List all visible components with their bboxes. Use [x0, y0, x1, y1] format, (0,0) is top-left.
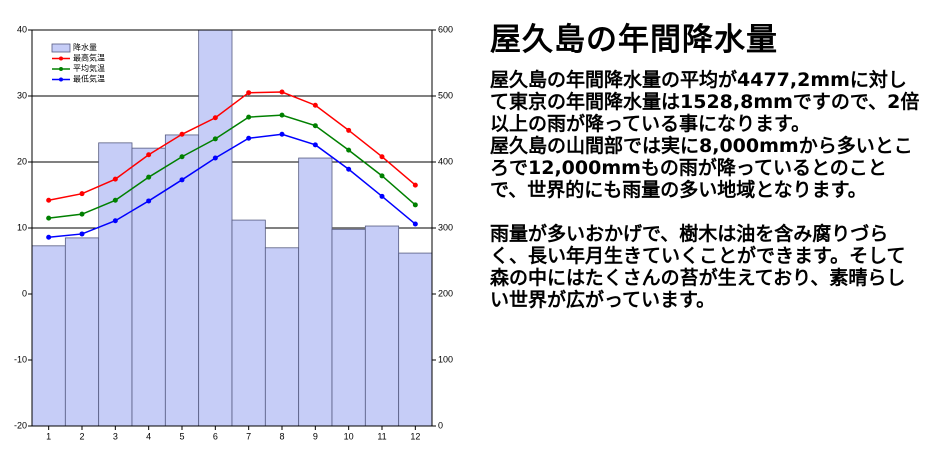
legend-swatch	[59, 77, 63, 82]
point	[379, 173, 385, 179]
bar	[298, 157, 333, 426]
x-tick-label: 3	[113, 431, 118, 441]
y2-tick-label: 300	[438, 222, 453, 232]
y-tick-label: -20	[14, 420, 27, 430]
x-tick-label: 2	[79, 431, 84, 441]
bar	[98, 142, 133, 426]
y-tick-label: -10	[14, 354, 27, 364]
y-tick-label: 0	[22, 288, 27, 298]
bar	[364, 225, 400, 426]
y-tick-label: 10	[17, 222, 27, 232]
point	[279, 112, 285, 118]
x-tick-label: 10	[344, 431, 354, 441]
point	[212, 155, 218, 161]
point	[46, 197, 52, 203]
y2-tick-label: 100	[438, 354, 453, 364]
point	[246, 135, 252, 141]
point	[79, 191, 85, 197]
bar	[198, 30, 233, 426]
y-tick-label: 40	[17, 24, 27, 34]
point	[246, 90, 252, 96]
point	[212, 136, 218, 142]
point	[279, 131, 285, 137]
y-tick-label: 20	[17, 156, 27, 166]
bar	[231, 219, 266, 426]
point	[279, 89, 285, 95]
point	[346, 147, 352, 153]
y2-tick-label: 500	[438, 90, 453, 100]
point	[179, 131, 185, 137]
point	[379, 154, 385, 160]
point	[146, 198, 152, 204]
bar	[264, 247, 300, 426]
point	[412, 202, 418, 208]
y2-tick-label: 400	[438, 156, 453, 166]
plot-frame	[31, 29, 433, 427]
point	[179, 154, 185, 160]
paragraph: 屋久島の年間降水量の平均が4477,2mmに対して東京の年間降水量は1528,8…	[490, 69, 920, 135]
bar	[164, 134, 200, 426]
x-tick-label: 8	[279, 431, 284, 441]
legend-label: 最高気温	[73, 53, 105, 63]
point	[312, 102, 318, 108]
line	[48, 114, 416, 219]
point	[46, 215, 52, 221]
point	[312, 123, 318, 129]
point	[79, 231, 85, 237]
heading: 屋久島の年間降水量	[490, 22, 778, 58]
point	[79, 211, 85, 217]
description: 屋久島の年間降水量 屋久島の年間降水量の平均が4477,2mmに対して東京の年間…	[490, 14, 920, 311]
x-tick-label: 6	[213, 431, 218, 441]
plot-content	[32, 30, 432, 426]
point	[112, 197, 118, 203]
x-tick-label: 4	[146, 431, 151, 441]
legend-swatch	[59, 67, 63, 71]
x-tick-label: 7	[246, 431, 251, 441]
legend-label: 降水量	[73, 42, 97, 52]
paragraph: 雨量が多いおかげで、樹木は油を含み腐りづらく、長い年月生きていくことができます。…	[490, 223, 906, 311]
point	[246, 114, 252, 120]
point	[146, 152, 152, 158]
bar	[331, 228, 366, 426]
point	[412, 182, 418, 188]
paragraph: 屋久島の山間部では実に8,000mmから多いところで12,000mmもの雨が降っ…	[490, 135, 913, 201]
x-tick-label: 9	[313, 431, 318, 441]
y-tick-label: 30	[17, 90, 27, 100]
point	[146, 174, 152, 180]
point	[346, 166, 352, 172]
point	[346, 127, 352, 133]
point	[412, 221, 418, 227]
legend-swatch	[51, 43, 71, 53]
bar	[32, 245, 66, 426]
line	[48, 133, 416, 238]
y2-tick-label: 200	[438, 288, 453, 298]
legend-swatch	[59, 56, 63, 61]
x-tick-label: 11	[377, 431, 386, 441]
x-tick-label: 12	[410, 431, 420, 441]
point	[112, 176, 118, 182]
y2-tick-label: 600	[438, 24, 453, 34]
y2-tick-label: 0	[438, 420, 443, 430]
x-tick-label: 1	[46, 431, 51, 441]
point	[379, 193, 385, 199]
line	[48, 91, 416, 202]
point	[312, 142, 318, 148]
legend-label: 最低気温	[73, 74, 105, 84]
point	[212, 115, 218, 121]
point	[112, 218, 118, 224]
x-tick-label: 5	[179, 431, 184, 441]
bar	[131, 147, 166, 426]
bar	[64, 237, 100, 426]
point	[179, 177, 185, 183]
bar	[398, 252, 432, 426]
legend-label: 平均気温	[73, 63, 105, 73]
point	[46, 234, 52, 240]
